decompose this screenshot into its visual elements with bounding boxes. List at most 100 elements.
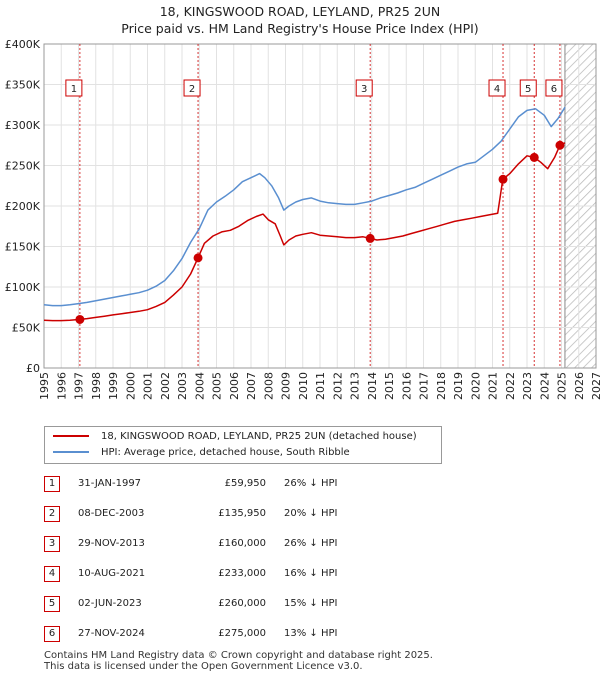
x-tick-label: 2011 xyxy=(314,372,327,400)
x-tick-label: 2014 xyxy=(366,372,379,400)
y-tick-label: £350K xyxy=(5,79,41,92)
sale-price: £233,000 xyxy=(218,568,266,579)
sale-label-box xyxy=(65,79,83,97)
sale-label-number: 1 xyxy=(71,84,77,95)
x-tick-label: 2013 xyxy=(349,372,362,400)
x-tick-label: 2024 xyxy=(538,372,551,400)
legend-swatch-red xyxy=(53,435,89,437)
x-tick-label: 2009 xyxy=(280,372,293,400)
sale-number-badge: 5 xyxy=(44,596,60,612)
sale-number-badge: 2 xyxy=(44,506,60,522)
x-tick-label: 2017 xyxy=(418,372,431,400)
hpi-line xyxy=(43,106,566,307)
sale-point xyxy=(193,253,203,263)
sale-price: £135,950 xyxy=(218,508,266,519)
x-tick-label: 2000 xyxy=(124,372,137,400)
sale-number-badge: 4 xyxy=(44,566,60,582)
x-tick-label: 2018 xyxy=(435,372,448,400)
x-tick-label: 2021 xyxy=(487,372,500,400)
legend-label-property: 18, KINGSWOOD ROAD, LEYLAND, PR25 2UN (d… xyxy=(101,431,417,442)
legend-label-hpi: HPI: Average price, detached house, Sout… xyxy=(101,447,350,458)
sale-label-number: 3 xyxy=(361,84,367,95)
sale-hpi-diff: 26% ↓ HPI xyxy=(284,478,338,489)
y-tick-label: £150K xyxy=(5,241,41,254)
x-tick-label: 2004 xyxy=(193,372,206,400)
chart-title: 18, KINGSWOOD ROAD, LEYLAND, PR25 2UN Pr… xyxy=(0,3,600,37)
footer-line-2: This data is licensed under the Open Gov… xyxy=(44,661,363,672)
x-tick-label: 1997 xyxy=(73,372,86,400)
x-tick-label: 1998 xyxy=(90,372,103,400)
sale-row: 3 29-NOV-2013 £160,000 26% ↓ HPI xyxy=(0,534,600,554)
sale-number-badge: 3 xyxy=(44,536,60,552)
sale-date: 02-JUN-2023 xyxy=(78,598,142,609)
y-tick-label: £250K xyxy=(5,160,41,173)
x-tick-label: 2023 xyxy=(521,372,534,400)
plot-frame xyxy=(43,43,597,369)
sale-hpi-diff: 13% ↓ HPI xyxy=(284,628,338,639)
sale-row: 4 10-AUG-2021 £233,000 16% ↓ HPI xyxy=(0,564,600,584)
footer-line-1: Contains HM Land Registry data © Crown c… xyxy=(44,650,433,661)
sale-row: 1 31-JAN-1997 £59,950 26% ↓ HPI xyxy=(0,474,600,494)
sale-price: £260,000 xyxy=(218,598,266,609)
x-tick-label: 2026 xyxy=(573,372,586,400)
x-tick-label: 2003 xyxy=(176,372,189,400)
sale-date: 08-DEC-2003 xyxy=(78,508,145,519)
title-line-2: Price paid vs. HM Land Registry's House … xyxy=(121,21,479,36)
price-chart: 1 2 3 4 5 6 £0 £50K £100K £150K £200K £250K £300K £35… xyxy=(5,38,600,400)
x-tick-label: 1995 xyxy=(38,372,51,400)
sale-price: £59,950 xyxy=(224,478,266,489)
y-tick-label: £200K xyxy=(5,200,41,213)
sale-hpi-diff: 16% ↓ HPI xyxy=(284,568,338,579)
x-tick-label: 2022 xyxy=(504,372,517,400)
y-tick-label: £400K xyxy=(5,38,41,51)
sale-label-number: 6 xyxy=(551,84,557,95)
sale-label-number: 4 xyxy=(494,84,500,95)
x-tick-label: 2010 xyxy=(297,372,310,400)
y-tick-label: £0 xyxy=(26,362,40,375)
sale-point xyxy=(498,174,508,184)
x-tick-label: 1996 xyxy=(55,372,68,400)
x-tick-label: 2008 xyxy=(262,372,275,400)
sale-point xyxy=(555,140,565,150)
legend-item-property: 18, KINGSWOOD ROAD, LEYLAND, PR25 2UN (d… xyxy=(53,429,417,445)
x-tick-label: 2002 xyxy=(159,372,172,400)
sale-number-badge: 6 xyxy=(44,626,60,642)
x-tick-label: 2007 xyxy=(245,372,258,400)
x-tick-label: 1999 xyxy=(107,372,120,400)
footer-attribution: Contains HM Land Registry data © Crown c… xyxy=(44,650,433,672)
sale-point xyxy=(365,233,375,243)
x-tick-label: 2012 xyxy=(331,372,344,400)
sale-price: £275,000 xyxy=(218,628,266,639)
sale-label-number: 5 xyxy=(525,84,531,95)
sale-hpi-diff: 26% ↓ HPI xyxy=(284,538,338,549)
sale-number-badge: 1 xyxy=(44,476,60,492)
sale-price: £160,000 xyxy=(218,538,266,549)
sale-label-number: 2 xyxy=(189,84,195,95)
y-tick-label: £300K xyxy=(5,119,41,132)
sale-point xyxy=(529,152,539,162)
x-tick-label: 2016 xyxy=(400,372,413,400)
legend-swatch-blue xyxy=(53,451,89,453)
x-tick-label: 2027 xyxy=(590,372,600,400)
sale-label-box xyxy=(183,79,201,97)
x-tick-label: 2001 xyxy=(142,372,155,400)
legend-item-hpi: HPI: Average price, detached house, Sout… xyxy=(53,445,350,461)
x-tick-label: 2020 xyxy=(469,372,482,400)
chart-legend: 18, KINGSWOOD ROAD, LEYLAND, PR25 2UN (d… xyxy=(44,426,442,464)
title-line-1: 18, KINGSWOOD ROAD, LEYLAND, PR25 2UN xyxy=(159,4,441,19)
x-tick-label: 2019 xyxy=(452,372,465,400)
sale-label-box xyxy=(355,79,373,97)
sale-point xyxy=(75,314,85,324)
y-tick-label: £50K xyxy=(12,322,41,335)
sale-label-box xyxy=(545,79,563,97)
x-tick-label: 2015 xyxy=(383,372,396,400)
sale-date: 27-NOV-2024 xyxy=(78,628,145,639)
x-tick-label: 2006 xyxy=(228,372,241,400)
sale-row: 6 27-NOV-2024 £275,000 13% ↓ HPI xyxy=(0,624,600,644)
sale-date: 29-NOV-2013 xyxy=(78,538,145,549)
sale-label-box xyxy=(488,79,506,97)
sale-date: 10-AUG-2021 xyxy=(78,568,146,579)
sale-label-box xyxy=(519,79,537,97)
sale-row: 5 02-JUN-2023 £260,000 15% ↓ HPI xyxy=(0,594,600,614)
sale-row: 2 08-DEC-2003 £135,950 20% ↓ HPI xyxy=(0,504,600,524)
